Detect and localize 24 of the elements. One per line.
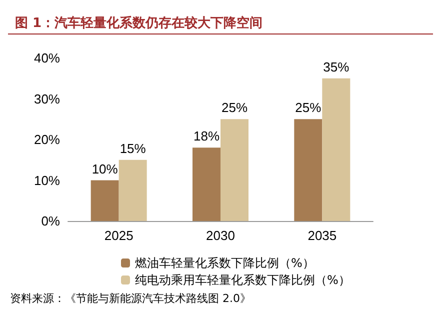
- bar: [90, 180, 119, 221]
- y-tick-label: 20%: [34, 132, 60, 147]
- y-tick-label: 30%: [34, 91, 60, 106]
- chart-title: 图 1：汽车轻量化系数仍存在较大下降空间: [15, 15, 263, 31]
- x-tick-label: 2030: [206, 228, 235, 243]
- bar: [220, 119, 248, 221]
- text: 资料来源：《节能与新能源汽车技术路线图 2.0》: [10, 292, 251, 305]
- data-label: 18%: [193, 128, 220, 144]
- legend-label: 燃油车轻量化系数下降比例（%）: [135, 256, 314, 270]
- bar: [322, 78, 350, 221]
- bar: [294, 119, 322, 221]
- bar: [192, 148, 220, 221]
- data-label: 15%: [120, 140, 146, 156]
- y-tick-label: 40%: [34, 50, 60, 66]
- x-tick-label: 2035: [308, 228, 337, 243]
- y-tick-label: 10%: [34, 172, 60, 188]
- y-tick-label: 0%: [41, 214, 60, 228]
- data-label: 25%: [221, 100, 248, 116]
- data-label: 25%: [295, 100, 322, 116]
- data-label: 35%: [323, 59, 350, 74]
- bar: [118, 160, 147, 221]
- legend-label: 纯电动乘用车轻量化系数下降比例（%）: [135, 273, 350, 287]
- data-label: 10%: [92, 161, 118, 176]
- x-tick-label: 2025: [104, 228, 134, 243]
